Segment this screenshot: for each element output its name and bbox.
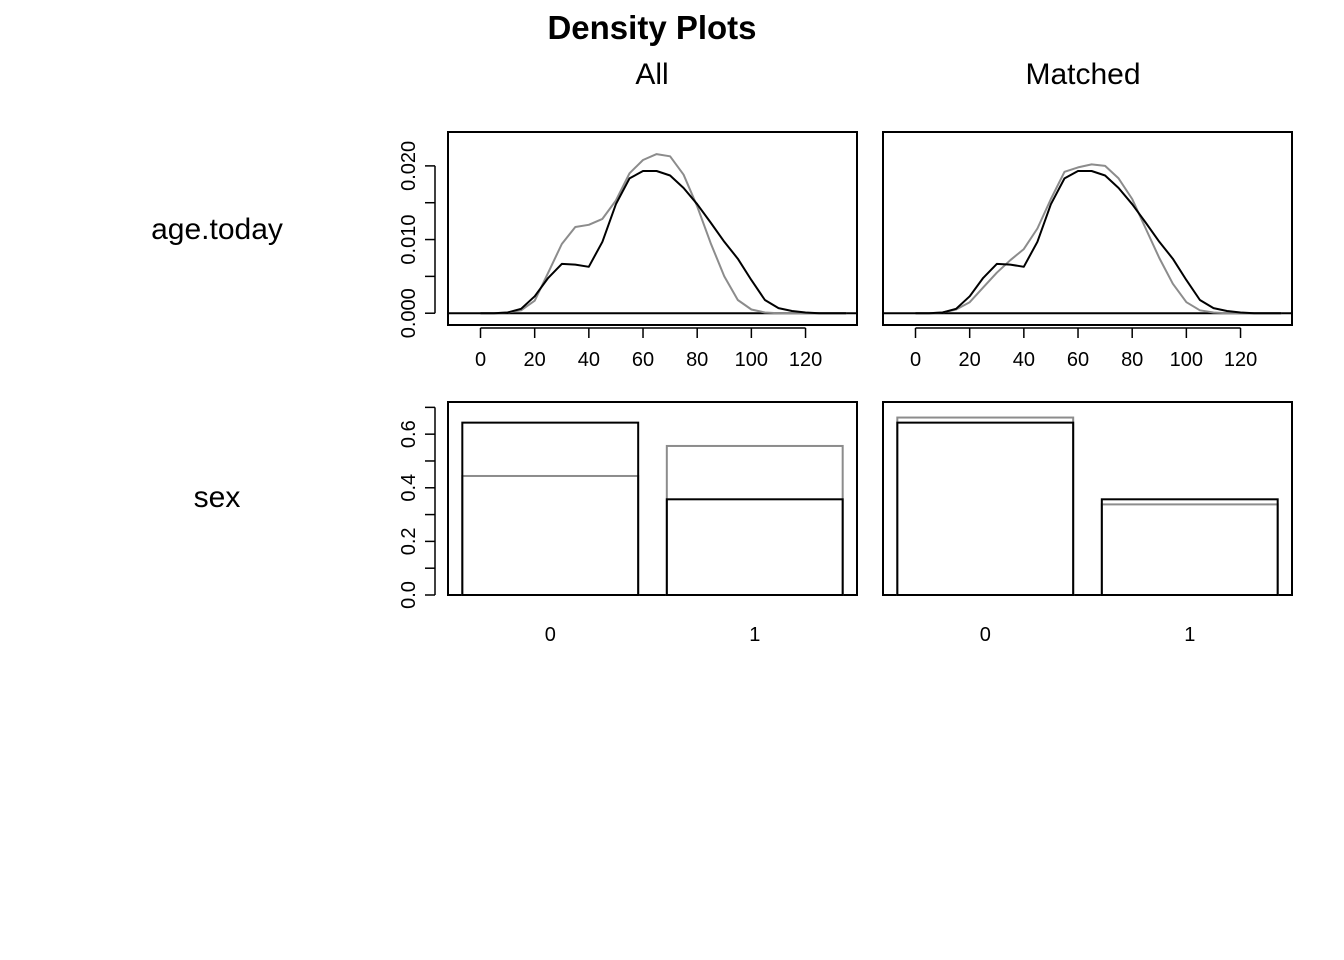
x-tick-label: 100: [1170, 349, 1203, 371]
x-tick-label: 20: [524, 349, 546, 371]
y-tick-label: 0.4: [398, 474, 420, 502]
x-tick-label: 0: [910, 349, 921, 371]
bar-0-series-2: [461, 421, 640, 597]
x-category-label: 0: [980, 624, 991, 646]
y-tick-label: 0.010: [398, 215, 420, 265]
x-tick-label: 20: [959, 349, 981, 371]
bar-1-series-1: [665, 444, 844, 597]
panel-age-today-all: 0 20 40 60 80 100 120 0.000 0.010 0.020: [398, 131, 858, 371]
y-tick-label: 0.6: [398, 420, 420, 448]
bar-0-series-1: [896, 416, 1075, 596]
x-tick-label: 120: [789, 349, 822, 371]
bar-1-series-2: [665, 498, 844, 596]
x-tick-label: 40: [1013, 349, 1035, 371]
x-tick-label: 60: [632, 349, 654, 371]
density-line-series-2: [915, 170, 1282, 315]
x-tick-label: 40: [578, 349, 600, 371]
column-label-matched: Matched: [1025, 58, 1140, 91]
column-label-all: All: [635, 58, 668, 91]
plot-frame: [882, 131, 1293, 326]
x-tick-label: 0: [475, 349, 486, 371]
x-tick-label: 80: [686, 349, 708, 371]
bar-1-series-1: [1100, 503, 1279, 596]
density-line-series-2: [480, 170, 847, 315]
bar-1-series-2: [1100, 498, 1279, 596]
y-tick-label: 0.000: [398, 288, 420, 338]
x-tick-label: 120: [1224, 349, 1257, 371]
y-tick-label: 0.020: [398, 141, 420, 191]
panel-age-today-matched: 0 20 40 60 80 100 120: [882, 131, 1293, 371]
bar-0-series-2: [896, 421, 1075, 597]
row-label-sex: sex: [194, 481, 241, 514]
figure-title: Density Plots: [547, 9, 756, 46]
plot-frame: [882, 401, 1293, 596]
density-line-series-1: [915, 163, 1282, 315]
x-category-label: 1: [749, 624, 760, 646]
x-tick-label: 100: [735, 349, 768, 371]
bar-0-series-1: [461, 474, 640, 597]
density-line-series-1: [480, 153, 847, 315]
x-tick-label: 60: [1067, 349, 1089, 371]
y-tick-label: 0.0: [398, 581, 420, 609]
plot-frame: [447, 401, 858, 596]
x-category-label: 1: [1184, 624, 1195, 646]
y-tick-label: 0.2: [398, 527, 420, 555]
x-tick-label: 80: [1121, 349, 1143, 371]
plot-frame: [447, 131, 858, 326]
row-label-age-today: age.today: [151, 213, 283, 246]
x-category-label: 0: [545, 624, 556, 646]
panel-sex-all: 0 1 0.0 0.2 0.4 0.6: [398, 401, 858, 646]
